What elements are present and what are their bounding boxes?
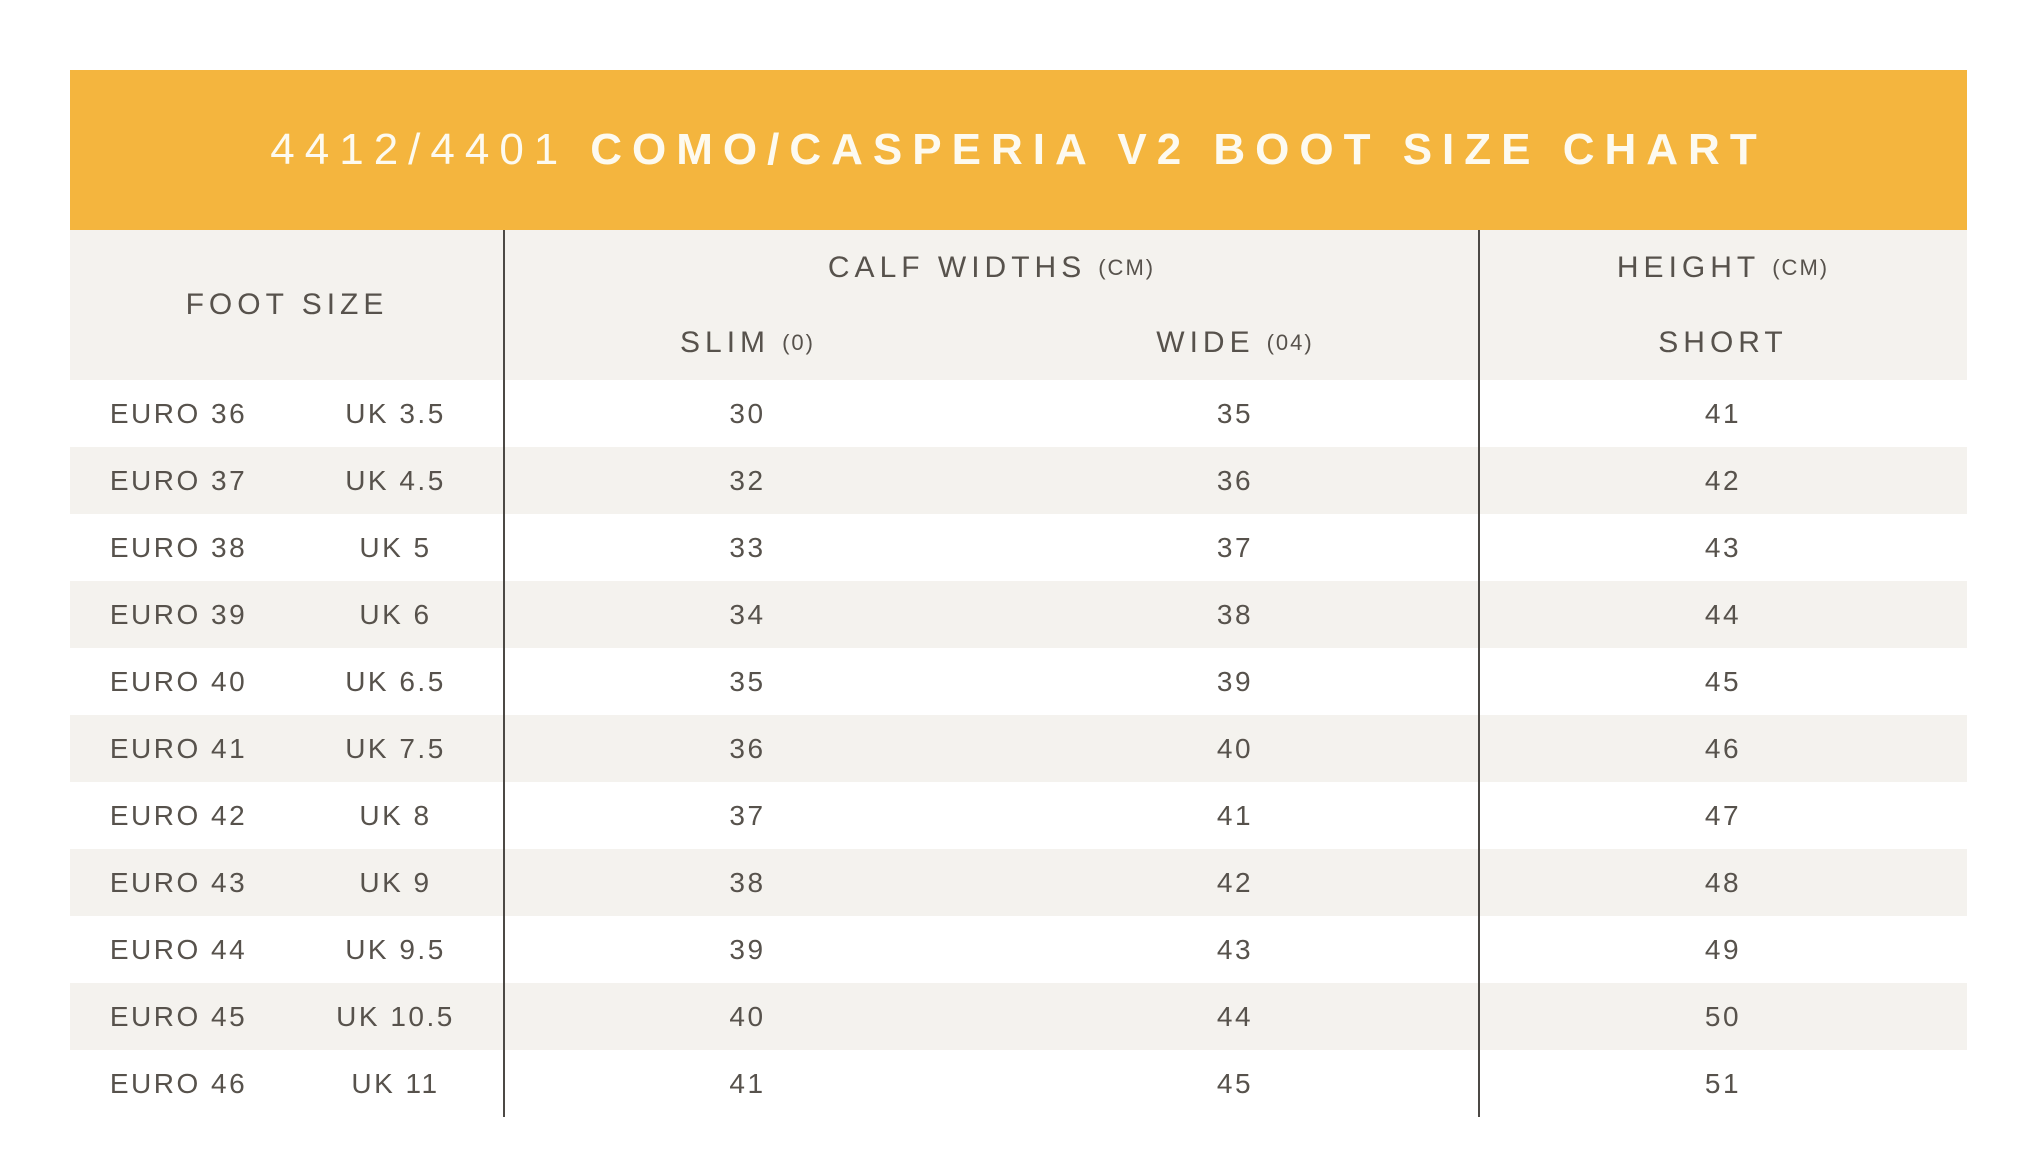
- header-slim: SLIM (0): [504, 305, 991, 380]
- wide-calf-width-cell: 44: [1216, 1000, 1254, 1032]
- header-height: HEIGHT (CM): [1479, 230, 1967, 305]
- calf-widths-label: CALF WIDTHS: [827, 250, 1087, 284]
- uk-size-cell: UK 7.5: [345, 732, 446, 764]
- wide-code: (04): [1266, 329, 1314, 355]
- height-label: HEIGHT: [1616, 250, 1761, 284]
- short-height-cell: 51: [1704, 1067, 1742, 1099]
- wide-calf-width-cell: 43: [1216, 933, 1254, 965]
- euro-size-cell: EURO 37: [109, 464, 248, 496]
- short-height-cell: 42: [1704, 464, 1742, 496]
- euro-size-cell: EURO 40: [109, 665, 248, 697]
- table-row: EURO 45 UK 10.5 40 44 50: [70, 983, 1967, 1050]
- height-unit: (CM): [1772, 254, 1830, 280]
- slim-calf-width-cell: 32: [729, 464, 766, 496]
- uk-size-cell: UK 5: [359, 531, 432, 563]
- table-row: EURO 38 UK 5 33 37 43: [70, 514, 1967, 581]
- wide-calf-width-cell: 35: [1216, 397, 1254, 429]
- slim-calf-width-cell: 39: [729, 933, 766, 965]
- column-divider: [503, 230, 505, 1117]
- wide-calf-width-cell: 41: [1216, 799, 1254, 831]
- uk-size-cell: UK 3.5: [345, 397, 446, 429]
- uk-size-cell: UK 8: [359, 799, 432, 831]
- table-row: EURO 37 UK 4.5 32 36 42: [70, 447, 1967, 514]
- uk-size-cell: UK 11: [351, 1067, 440, 1099]
- euro-size-cell: EURO 43: [109, 866, 248, 898]
- slim-calf-width-cell: 36: [729, 732, 766, 764]
- uk-size-cell: UK 6.5: [345, 665, 446, 697]
- slim-calf-width-cell: 33: [729, 531, 766, 563]
- title-banner: 4412/4401 COMO/CASPERIA V2 BOOT SIZE CHA…: [70, 70, 1967, 230]
- header-calf-widths: CALF WIDTHS (CM): [504, 230, 1479, 305]
- wide-calf-width-cell: 40: [1216, 732, 1254, 764]
- table-row: EURO 40 UK 6.5 35 39 45: [70, 648, 1967, 715]
- wide-calf-width-cell: 38: [1216, 598, 1254, 630]
- euro-size-cell: EURO 44: [109, 933, 248, 965]
- euro-size-cell: EURO 42: [109, 799, 248, 831]
- slim-calf-width-cell: 30: [729, 397, 766, 429]
- table-row: EURO 44 UK 9.5 39 43 49: [70, 916, 1967, 983]
- table-row: EURO 39 UK 6 34 38 44: [70, 581, 1967, 648]
- uk-size-cell: UK 9.5: [345, 933, 446, 965]
- wide-calf-width-cell: 39: [1216, 665, 1254, 697]
- short-height-cell: 46: [1704, 732, 1742, 764]
- table-row: EURO 42 UK 8 37 41 47: [70, 782, 1967, 849]
- header-foot-size: FOOT SIZE: [70, 230, 504, 380]
- short-height-cell: 41: [1704, 397, 1742, 429]
- short-height-cell: 43: [1704, 531, 1742, 563]
- slim-calf-width-cell: 38: [729, 866, 766, 898]
- short-label: SHORT: [1658, 325, 1788, 359]
- slim-calf-width-cell: 34: [729, 598, 766, 630]
- foot-size-label: FOOT SIZE: [185, 288, 389, 321]
- header-short: SHORT: [1479, 305, 1967, 380]
- slim-calf-width-cell: 37: [729, 799, 766, 831]
- slim-code: (0): [782, 329, 815, 355]
- euro-size-cell: EURO 46: [109, 1067, 248, 1099]
- slim-calf-width-cell: 40: [729, 1000, 766, 1032]
- short-height-cell: 47: [1704, 799, 1742, 831]
- euro-size-cell: EURO 41: [109, 732, 248, 764]
- calf-widths-unit: (CM): [1098, 254, 1156, 280]
- uk-size-cell: UK 9: [359, 866, 432, 898]
- page-title: COMO/CASPERIA V2 BOOT SIZE CHART: [590, 125, 1767, 174]
- euro-size-cell: EURO 45: [109, 1000, 248, 1032]
- table-row: EURO 43 UK 9 38 42 48: [70, 849, 1967, 916]
- table-row: EURO 36 UK 3.5 30 35 41: [70, 380, 1967, 447]
- slim-label: SLIM: [680, 325, 771, 359]
- wide-calf-width-cell: 36: [1216, 464, 1254, 496]
- wide-calf-width-cell: 42: [1216, 866, 1254, 898]
- short-height-cell: 45: [1704, 665, 1742, 697]
- size-table-body: EURO 36 UK 3.5 30 35 41 EURO 37 UK 4.5 3…: [70, 380, 1967, 1117]
- wide-label: WIDE: [1156, 325, 1255, 359]
- uk-size-cell: UK 4.5: [345, 464, 446, 496]
- short-height-cell: 50: [1704, 1000, 1742, 1032]
- short-height-cell: 44: [1704, 598, 1742, 630]
- table-row: EURO 46 UK 11 41 45 51: [70, 1050, 1967, 1117]
- slim-calf-width-cell: 35: [729, 665, 766, 697]
- euro-size-cell: EURO 39: [109, 598, 248, 630]
- slim-calf-width-cell: 41: [729, 1067, 766, 1099]
- short-height-cell: 48: [1704, 866, 1742, 898]
- euro-size-cell: EURO 36: [109, 397, 248, 429]
- title-model-code: 4412/4401: [270, 125, 569, 174]
- size-chart-table: FOOT SIZE CALF WIDTHS (CM) SLIM (0) WIDE…: [70, 230, 1967, 1117]
- uk-size-cell: UK 10.5: [336, 1000, 455, 1032]
- uk-size-cell: UK 6: [359, 598, 432, 630]
- header-wide: WIDE (04): [991, 305, 1479, 380]
- table-row: EURO 41 UK 7.5 36 40 46: [70, 715, 1967, 782]
- column-divider: [1478, 230, 1480, 1117]
- euro-size-cell: EURO 38: [109, 531, 248, 563]
- wide-calf-width-cell: 37: [1216, 531, 1254, 563]
- table-header: FOOT SIZE CALF WIDTHS (CM) SLIM (0) WIDE…: [70, 230, 1967, 380]
- short-height-cell: 49: [1704, 933, 1742, 965]
- wide-calf-width-cell: 45: [1216, 1067, 1254, 1099]
